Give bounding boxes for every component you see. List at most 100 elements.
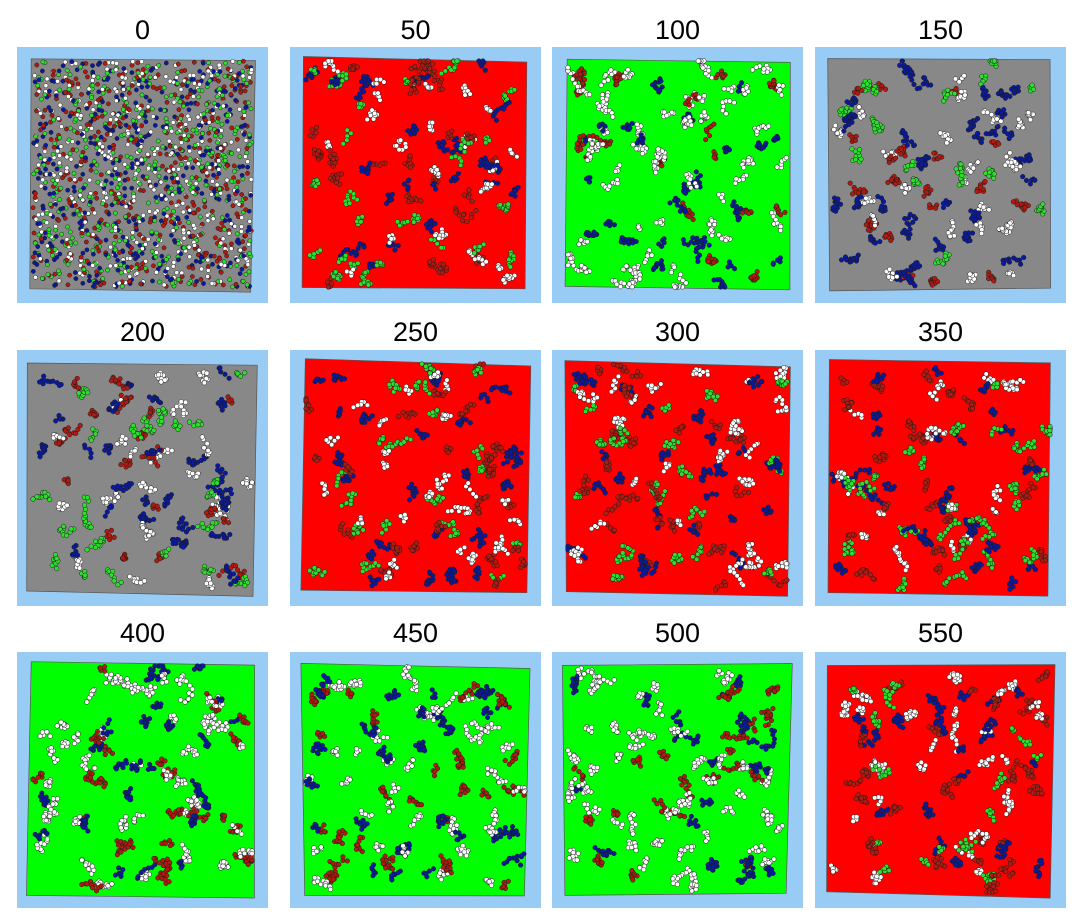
particle — [932, 236, 938, 242]
particle — [245, 159, 250, 164]
particle — [42, 92, 48, 97]
particle — [682, 208, 688, 214]
particle — [434, 241, 440, 247]
particle — [122, 457, 128, 464]
particle — [834, 130, 840, 136]
particle — [93, 190, 98, 196]
particle — [438, 70, 444, 77]
particle — [91, 159, 97, 164]
particle — [994, 116, 1000, 122]
particle — [242, 370, 248, 376]
particle — [739, 80, 745, 86]
particle — [145, 63, 151, 69]
particle — [991, 171, 997, 177]
particle — [110, 128, 116, 133]
particle — [237, 247, 243, 253]
particle — [221, 84, 227, 90]
particle — [671, 264, 677, 270]
particle — [136, 215, 142, 221]
particle — [146, 414, 152, 420]
particle — [466, 187, 472, 193]
particle — [115, 258, 120, 263]
particle — [86, 278, 92, 284]
particle — [167, 143, 173, 149]
particle — [681, 184, 688, 190]
particle — [97, 103, 102, 109]
particle — [120, 107, 126, 112]
particle — [1002, 162, 1008, 168]
particle — [114, 441, 120, 447]
particle-cloud — [565, 58, 789, 290]
particle — [333, 269, 339, 275]
particle — [237, 164, 242, 170]
particle — [66, 137, 72, 143]
particle — [904, 229, 910, 235]
particle — [84, 228, 90, 233]
particle — [134, 87, 139, 93]
particle — [88, 437, 94, 443]
particle — [65, 261, 71, 267]
particle — [117, 121, 123, 127]
particle — [991, 128, 998, 134]
particle — [139, 251, 145, 256]
particle — [158, 179, 164, 185]
particle — [159, 253, 165, 259]
particle — [432, 73, 438, 79]
particle — [148, 460, 154, 466]
particle — [910, 177, 916, 184]
particle — [126, 219, 132, 224]
particle — [165, 266, 171, 271]
particle — [156, 166, 162, 172]
particle — [591, 229, 597, 235]
particle — [863, 222, 869, 228]
particle — [172, 422, 178, 428]
particle — [158, 218, 164, 224]
particle — [121, 66, 127, 71]
particle — [186, 281, 192, 286]
particle — [125, 164, 131, 170]
particle — [240, 73, 246, 79]
particle — [907, 226, 913, 232]
particle — [862, 200, 868, 206]
particle — [232, 223, 238, 229]
particle — [205, 68, 211, 74]
particle — [167, 277, 173, 283]
particle — [848, 111, 854, 117]
particle — [39, 96, 44, 102]
particle — [64, 502, 70, 508]
particle — [179, 68, 184, 74]
particle — [80, 280, 86, 286]
particle — [404, 219, 411, 225]
particle — [244, 64, 250, 70]
particle — [237, 271, 243, 276]
particle — [686, 214, 692, 220]
particle — [230, 203, 236, 209]
particle — [174, 81, 180, 86]
particle — [977, 184, 984, 190]
particle — [600, 99, 606, 105]
particle — [855, 90, 861, 96]
particle — [760, 144, 766, 150]
particle — [150, 278, 155, 284]
particle — [167, 78, 173, 84]
particle — [434, 167, 440, 173]
snapshot-label: 50 — [400, 15, 431, 45]
particle — [113, 67, 119, 73]
particle — [909, 77, 915, 83]
particle — [228, 581, 234, 587]
particle — [410, 127, 416, 133]
particle — [82, 210, 88, 216]
particle — [52, 283, 57, 288]
particle — [201, 198, 207, 203]
particle — [210, 261, 215, 267]
particle — [96, 129, 101, 135]
particle — [224, 186, 230, 192]
particle — [157, 261, 162, 267]
particle — [942, 253, 948, 259]
particle — [149, 448, 155, 454]
particle — [774, 257, 781, 263]
particle — [90, 107, 96, 113]
particle — [94, 145, 100, 151]
particle — [67, 177, 73, 182]
particle — [514, 154, 520, 160]
